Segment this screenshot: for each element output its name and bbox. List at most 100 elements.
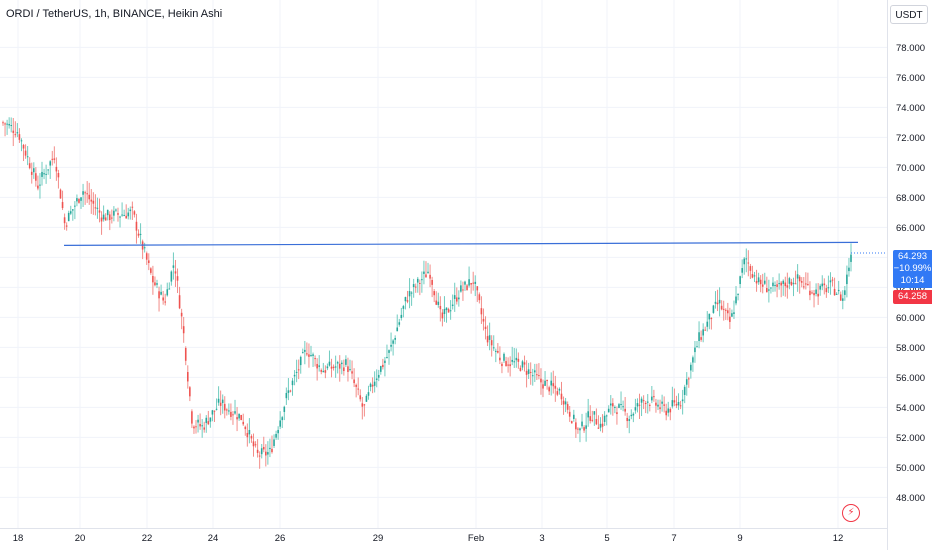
candle-body — [437, 301, 440, 305]
candle-body — [490, 340, 493, 346]
candle-body — [269, 447, 271, 450]
x-tick-label: 24 — [208, 533, 219, 544]
candle-body — [443, 308, 446, 314]
candle-body — [119, 216, 121, 218]
candle-body — [304, 349, 306, 352]
candle-body — [127, 212, 130, 217]
candle-body — [536, 374, 538, 376]
candle-body — [262, 447, 265, 450]
x-tick-label: 9 — [737, 533, 742, 544]
candle-body — [209, 417, 212, 422]
candle-body — [558, 388, 561, 391]
candle-body — [515, 357, 518, 361]
candle-body — [835, 293, 838, 295]
currency-button[interactable]: USDT — [890, 5, 928, 24]
candle-body — [729, 316, 731, 322]
candle-body — [320, 370, 323, 372]
last-price-label: 64.293 — [897, 251, 928, 262]
candle-body — [603, 415, 606, 422]
candle-body — [722, 308, 725, 310]
candle-body — [470, 282, 472, 285]
y-tick-label: 78.000 — [896, 43, 925, 54]
candle-body — [449, 310, 452, 312]
candle-body — [472, 282, 474, 284]
candle-body — [404, 297, 407, 302]
candle-body — [57, 172, 60, 178]
candle-body — [792, 282, 795, 284]
candle-body — [289, 390, 292, 392]
candle-body — [178, 295, 181, 309]
candle-body — [65, 225, 68, 227]
candle-body — [176, 276, 179, 281]
candle-body — [460, 285, 462, 292]
candle-body — [219, 402, 222, 406]
candle-body — [78, 199, 80, 203]
candle-body — [839, 294, 842, 301]
candle-body — [96, 207, 99, 209]
candle-body — [287, 390, 290, 393]
candle-body — [431, 279, 433, 285]
candle-body — [462, 289, 464, 291]
candle-body — [394, 337, 396, 340]
candle-body — [659, 407, 661, 410]
x-tick-label: Feb — [468, 533, 484, 544]
candle-body — [92, 200, 95, 204]
horizontal-trend-line[interactable] — [63, 241, 859, 246]
candle-body — [236, 417, 238, 420]
candle-body — [823, 283, 826, 286]
candle-body — [363, 404, 366, 406]
candle-body — [61, 202, 64, 209]
candle-body — [158, 291, 160, 299]
candle-body — [683, 386, 686, 395]
candle-body — [776, 284, 778, 287]
y-tick-label: 74.000 — [896, 103, 925, 114]
candle-body — [355, 384, 357, 387]
y-tick-label: 72.000 — [896, 133, 925, 144]
candle-body — [238, 413, 240, 419]
candle-body — [28, 163, 31, 169]
lightning-icon[interactable]: ⚡︎ — [842, 504, 860, 522]
candle-body — [566, 404, 569, 410]
candle-body — [232, 414, 234, 416]
candle-body — [347, 366, 349, 372]
candle-body — [813, 293, 815, 296]
candle-body — [291, 380, 294, 386]
candle-body — [589, 416, 592, 421]
candle-body — [815, 289, 817, 294]
candle-body — [482, 318, 485, 322]
candle-body — [189, 387, 191, 397]
price-axis[interactable]: 48.000 50.000 52.000 54.000 56.000 58.000 60.0… — [896, 43, 925, 504]
trend-line[interactable] — [63, 241, 887, 254]
candle-body — [786, 285, 789, 288]
candle-body — [150, 268, 152, 273]
candle-body — [408, 291, 411, 297]
change-percent-label: −10.99% — [893, 263, 932, 274]
candle-body — [328, 361, 331, 366]
candle-body — [694, 347, 696, 353]
x-tick-label: 22 — [142, 533, 153, 544]
candle-body — [357, 388, 360, 390]
candle-body — [154, 282, 156, 286]
candle-body — [503, 353, 505, 361]
candle-body — [829, 280, 832, 283]
candle-body — [737, 293, 739, 295]
candle-body — [724, 309, 727, 311]
candle-body — [250, 436, 253, 439]
time-axis[interactable]: 18 20 22 24 26 29 Feb 3 5 7 9 12 — [13, 533, 844, 544]
candle-body — [425, 274, 427, 278]
candle-body — [402, 306, 405, 309]
candle-body — [37, 185, 39, 189]
candle-body — [100, 217, 103, 222]
candle-body — [102, 214, 105, 220]
candle-body — [827, 287, 830, 289]
candle-body — [595, 418, 598, 425]
candle-body — [343, 367, 345, 372]
candle-body — [234, 411, 236, 414]
y-tick-label: 58.000 — [896, 343, 925, 354]
candle-body — [244, 426, 247, 430]
candle-body — [614, 406, 616, 408]
candle-body — [759, 279, 762, 285]
candle-body — [375, 378, 378, 380]
candle-body — [117, 213, 119, 215]
